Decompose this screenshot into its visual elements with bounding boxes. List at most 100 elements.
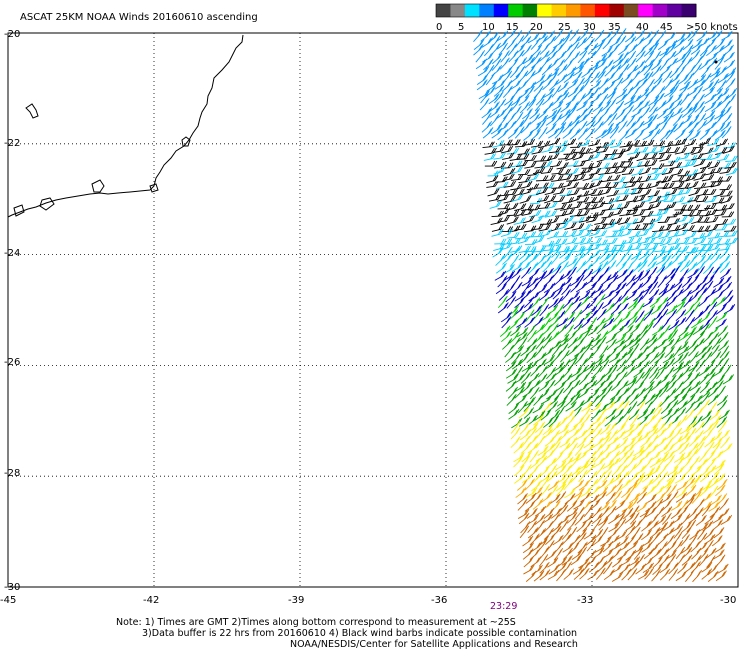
wind-barb xyxy=(473,38,485,50)
wind-barb xyxy=(695,195,709,203)
wind-barb xyxy=(654,352,666,364)
wind-barb xyxy=(644,146,657,155)
wind-barb xyxy=(493,152,506,160)
wind-barb xyxy=(614,240,627,247)
wind-barb xyxy=(497,275,508,288)
wind-barb xyxy=(707,161,721,169)
wind-barb xyxy=(548,224,561,233)
wind-barb xyxy=(650,379,662,392)
wind-barb xyxy=(612,58,623,70)
wind-barb xyxy=(587,296,598,309)
wind-barb xyxy=(541,317,551,330)
wind-barb xyxy=(667,465,679,476)
wind-barb xyxy=(687,29,699,42)
wind-barb xyxy=(718,409,730,420)
wind-barb xyxy=(594,230,608,238)
wind-barb xyxy=(682,38,694,51)
wind-barb xyxy=(703,280,714,293)
wind-barb xyxy=(641,529,652,541)
wind-barb xyxy=(500,311,512,323)
wind-barb xyxy=(684,159,697,167)
wind-barb xyxy=(632,270,644,282)
wind-barb xyxy=(646,345,658,357)
wind-barb xyxy=(681,106,693,118)
wind-barb xyxy=(520,455,530,469)
wind-barb xyxy=(574,346,586,357)
wind-barb xyxy=(640,106,651,119)
wind-barb xyxy=(489,200,502,209)
wind-barb xyxy=(574,247,586,258)
wind-barb xyxy=(551,265,562,279)
wind-barb xyxy=(566,345,578,357)
wind-barb xyxy=(664,346,675,358)
wind-barb xyxy=(681,31,693,43)
wind-barb xyxy=(655,266,666,279)
wind-barb xyxy=(594,38,607,49)
wind-barb xyxy=(635,223,649,230)
wind-barb xyxy=(513,455,524,468)
wind-barb xyxy=(672,208,686,216)
note-line-1: Note: 1) Times are GMT 2)Times along bot… xyxy=(116,617,516,628)
wind-barb xyxy=(725,237,738,246)
wind-barb xyxy=(509,254,520,267)
wind-barb xyxy=(641,204,654,211)
wind-barb xyxy=(604,221,617,230)
wind-barb xyxy=(517,235,531,244)
wind-barb xyxy=(579,44,590,56)
wind-barb xyxy=(577,50,588,64)
wind-barb xyxy=(483,153,497,161)
colorbar-swatch xyxy=(436,4,451,17)
wind-barb xyxy=(726,88,738,100)
wind-barb xyxy=(635,50,646,63)
wind-barb xyxy=(664,357,676,370)
wind-barb xyxy=(638,431,651,442)
wind-barb xyxy=(536,195,550,203)
wind-barb xyxy=(709,409,721,421)
wind-barb xyxy=(557,424,570,435)
wind-barb xyxy=(529,113,540,125)
wind-barb xyxy=(657,39,669,51)
wind-barb xyxy=(619,63,630,76)
wind-barb xyxy=(619,311,631,323)
colorbar-swatch xyxy=(508,4,524,17)
wind-barb xyxy=(492,74,504,85)
wind-barb xyxy=(665,304,678,315)
wind-barb xyxy=(576,101,588,112)
wind-barb xyxy=(702,262,714,275)
wind-barb xyxy=(522,215,535,224)
wind-barb xyxy=(673,46,685,58)
wind-barb xyxy=(722,145,735,154)
wind-barb xyxy=(606,338,617,351)
wind-barb xyxy=(514,223,527,231)
wind-barb xyxy=(625,274,636,287)
wind-barb xyxy=(508,408,520,420)
wind-barb xyxy=(604,396,616,408)
wind-barb xyxy=(577,127,588,140)
wind-barb xyxy=(606,260,617,272)
wind-barb xyxy=(560,269,572,281)
wind-barb xyxy=(610,303,622,315)
wind-barb xyxy=(660,402,672,414)
wind-barb xyxy=(714,209,727,217)
pass-time: 23:29 xyxy=(490,601,517,612)
wind-barb xyxy=(721,211,735,218)
wind-barb xyxy=(618,217,631,225)
wind-barb xyxy=(508,139,521,146)
wind-barb xyxy=(645,159,658,167)
wind-barb xyxy=(608,513,620,525)
wind-barb xyxy=(600,274,612,286)
wind-barb xyxy=(487,188,500,197)
wind-barb xyxy=(647,427,659,440)
wind-barb xyxy=(523,407,535,419)
wind-barb xyxy=(650,391,661,405)
wind-barb xyxy=(677,237,690,245)
wind-barb xyxy=(652,315,663,328)
wind-barb xyxy=(498,288,510,301)
lon-label: -30 xyxy=(720,595,736,606)
wind-barb xyxy=(683,129,694,141)
wind-barb xyxy=(688,435,699,447)
wind-barb xyxy=(579,229,592,238)
wind-barb xyxy=(499,57,510,70)
lon-label: -45 xyxy=(0,595,16,606)
wind-barb xyxy=(717,394,729,406)
